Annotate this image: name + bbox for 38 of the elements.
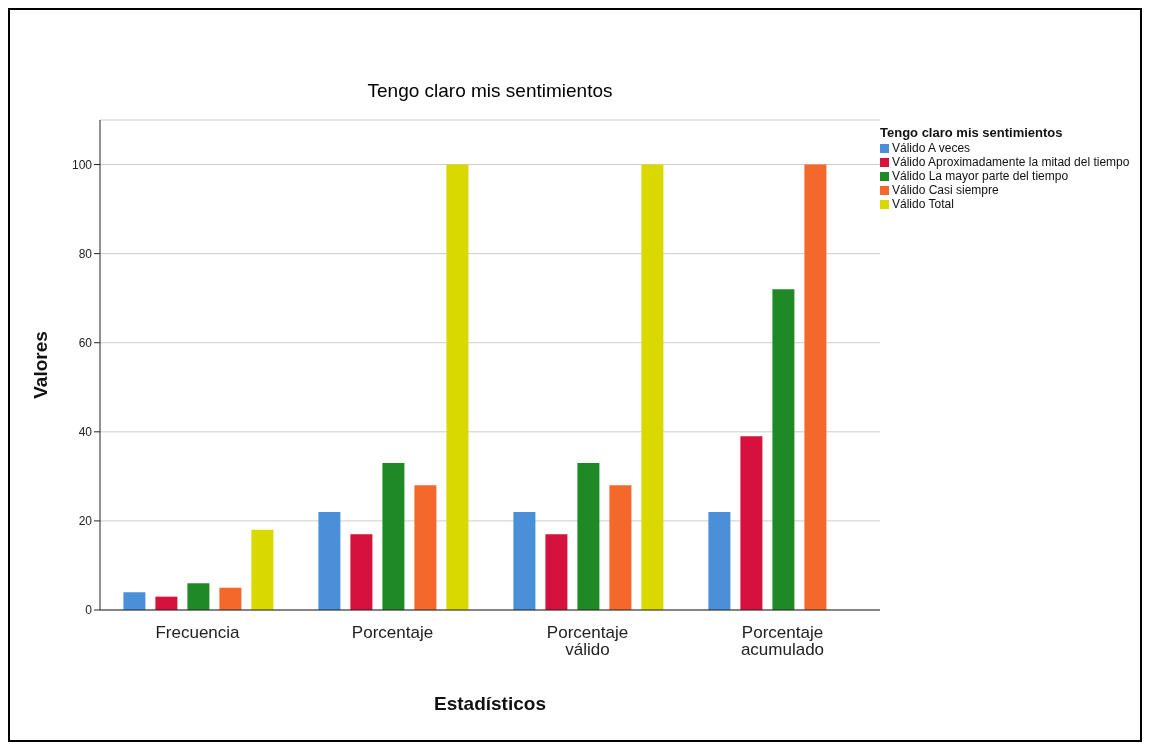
bar	[577, 463, 600, 610]
bar	[155, 596, 178, 610]
legend-label: Válido Total	[892, 197, 954, 211]
bar	[545, 534, 568, 610]
bar	[382, 463, 405, 610]
bar	[251, 529, 274, 610]
bar	[804, 164, 827, 610]
y-tick-label: 0	[85, 603, 93, 618]
y-tick-label: 80	[78, 246, 93, 261]
bar	[740, 436, 763, 610]
bar	[609, 485, 632, 610]
legend-title: Tengo claro mis sentimientos	[880, 125, 1064, 140]
bar	[513, 512, 536, 610]
x-axis-title: Estadísticos	[434, 693, 546, 714]
bar	[641, 164, 664, 610]
x-tick-label: Frecuencia	[155, 623, 241, 643]
legend-label: Válido A veces	[892, 141, 971, 155]
bar	[708, 512, 731, 610]
bar	[414, 485, 437, 610]
legend-label: Válido La mayor parte del tiempo	[892, 169, 1069, 183]
x-tick-label: Porcentaje válido	[546, 623, 629, 660]
bar	[123, 592, 146, 610]
chart-title: Tengo claro mis sentimientos	[366, 80, 614, 102]
y-tick-label: 40	[78, 425, 93, 440]
y-axis-title: Valores	[29, 331, 51, 399]
legend-label: Válido Aproximadamente la mitad del tiempo	[892, 155, 1130, 169]
bar	[219, 587, 242, 610]
bar	[772, 289, 795, 610]
x-tick-label: Porcentaje	[351, 623, 434, 643]
bar	[446, 164, 469, 610]
bar	[318, 512, 341, 610]
legend-label: Válido Casi siempre	[892, 183, 999, 197]
y-tick-label: 60	[78, 335, 93, 350]
bar	[350, 534, 373, 610]
y-tick-label: 20	[78, 514, 93, 529]
y-tick-label: 100	[71, 157, 93, 172]
x-tick-label: Porcentaje acumulado	[740, 623, 825, 660]
bar	[187, 583, 210, 610]
